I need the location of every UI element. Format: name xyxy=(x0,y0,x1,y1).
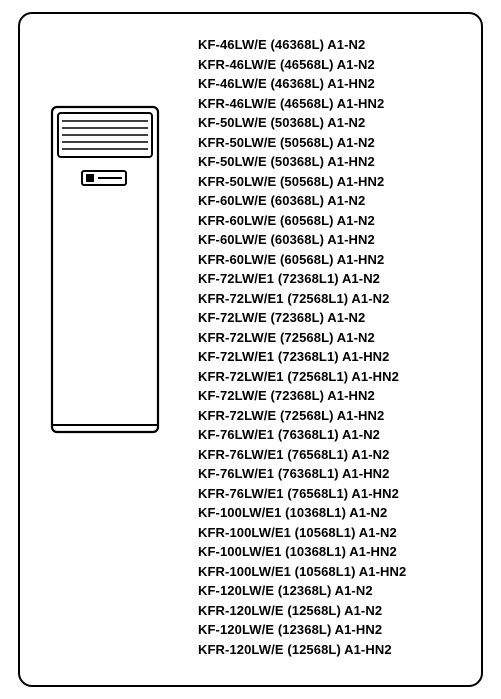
model-line: KF-60LW/E (60368L) A1-HN2 xyxy=(198,230,473,250)
model-line: KFR-72LW/E1 (72568L1) A1-HN2 xyxy=(198,367,473,387)
model-line: KF-100LW/E1 (10368L1) A1-HN2 xyxy=(198,542,473,562)
model-line: KF-50LW/E (50368L) A1-HN2 xyxy=(198,152,473,172)
model-line: KFR-76LW/E1 (76568L1) A1-HN2 xyxy=(198,484,473,504)
model-line: KFR-46LW/E (46568L) A1-N2 xyxy=(198,55,473,75)
model-line: KF-60LW/E (60368L) A1-N2 xyxy=(198,191,473,211)
model-line: KF-72LW/E1 (72368L1) A1-N2 xyxy=(198,269,473,289)
model-line: KFR-72LW/E1 (72568L1) A1-N2 xyxy=(198,289,473,309)
model-line: KF-120LW/E (12368L) A1-N2 xyxy=(198,581,473,601)
model-list: KF-46LW/E (46368L) A1-N2KFR-46LW/E (4656… xyxy=(198,35,473,659)
model-line: KF-76LW/E1 (76368L1) A1-N2 xyxy=(198,425,473,445)
model-line: KFR-60LW/E (60568L) A1-N2 xyxy=(198,211,473,231)
model-line: KF-50LW/E (50368L) A1-N2 xyxy=(198,113,473,133)
model-line: KFR-72LW/E (72568L) A1-N2 xyxy=(198,328,473,348)
model-line: KFR-120LW/E (12568L) A1-HN2 xyxy=(198,640,473,660)
model-line: KFR-72LW/E (72568L) A1-HN2 xyxy=(198,406,473,426)
model-line: KFR-76LW/E1 (76568L1) A1-N2 xyxy=(198,445,473,465)
model-line: KFR-60LW/E (60568L) A1-HN2 xyxy=(198,250,473,270)
model-line: KFR-100LW/E1 (10568L1) A1-HN2 xyxy=(198,562,473,582)
model-line: KFR-50LW/E (50568L) A1-HN2 xyxy=(198,172,473,192)
page: KF-46LW/E (46368L) A1-N2KFR-46LW/E (4656… xyxy=(0,0,501,699)
model-line: KF-46LW/E (46368L) A1-N2 xyxy=(198,35,473,55)
air-conditioner-illustration xyxy=(50,105,160,440)
model-line: KF-46LW/E (46368L) A1-HN2 xyxy=(198,74,473,94)
model-line: KF-72LW/E (72368L) A1-HN2 xyxy=(198,386,473,406)
model-line: KF-72LW/E1 (72368L1) A1-HN2 xyxy=(198,347,473,367)
model-line: KFR-120LW/E (12568L) A1-N2 xyxy=(198,601,473,621)
model-line: KFR-46LW/E (46568L) A1-HN2 xyxy=(198,94,473,114)
model-line: KF-100LW/E1 (10368L1) A1-N2 xyxy=(198,503,473,523)
model-line: KF-76LW/E1 (76368L1) A1-HN2 xyxy=(198,464,473,484)
model-line: KF-120LW/E (12368L) A1-HN2 xyxy=(198,620,473,640)
model-line: KFR-50LW/E (50568L) A1-N2 xyxy=(198,133,473,153)
model-line: KFR-100LW/E1 (10568L1) A1-N2 xyxy=(198,523,473,543)
model-line: KF-72LW/E (72368L) A1-N2 xyxy=(198,308,473,328)
